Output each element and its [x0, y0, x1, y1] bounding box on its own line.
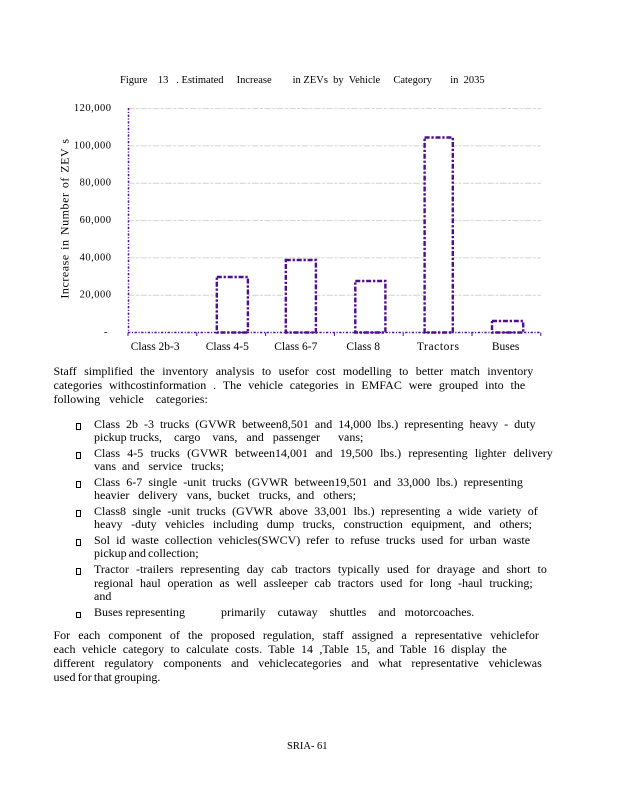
- svg-text:40,000: 40,000: [80, 252, 112, 263]
- svg-text:120,000: 120,000: [74, 103, 112, 114]
- svg-text:80,000: 80,000: [80, 178, 112, 189]
- svg-text:Class 4-5: Class 4-5: [206, 341, 249, 353]
- svg-text:Class 8: Class 8: [346, 341, 380, 353]
- svg-text:100,000: 100,000: [74, 140, 112, 151]
- svg-text:60,000: 60,000: [80, 215, 112, 226]
- svg-text:Class 2b-3: Class 2b-3: [131, 341, 180, 353]
- svg-text:Class 6-7: Class 6-7: [274, 341, 317, 353]
- svg-text:Tractors: Tractors: [417, 341, 460, 353]
- svg-text:-: -: [104, 327, 108, 338]
- svg-text:Buses: Buses: [492, 341, 520, 353]
- svg-text:20,000: 20,000: [80, 290, 112, 301]
- svg-text:Figure 13 . Estimated: Figure 13 . Estimated Increase in ZEVs b…: [120, 75, 485, 86]
- svg-text:Increase in Number of ZEV s: Increase in Number of ZEV s: [58, 138, 72, 298]
